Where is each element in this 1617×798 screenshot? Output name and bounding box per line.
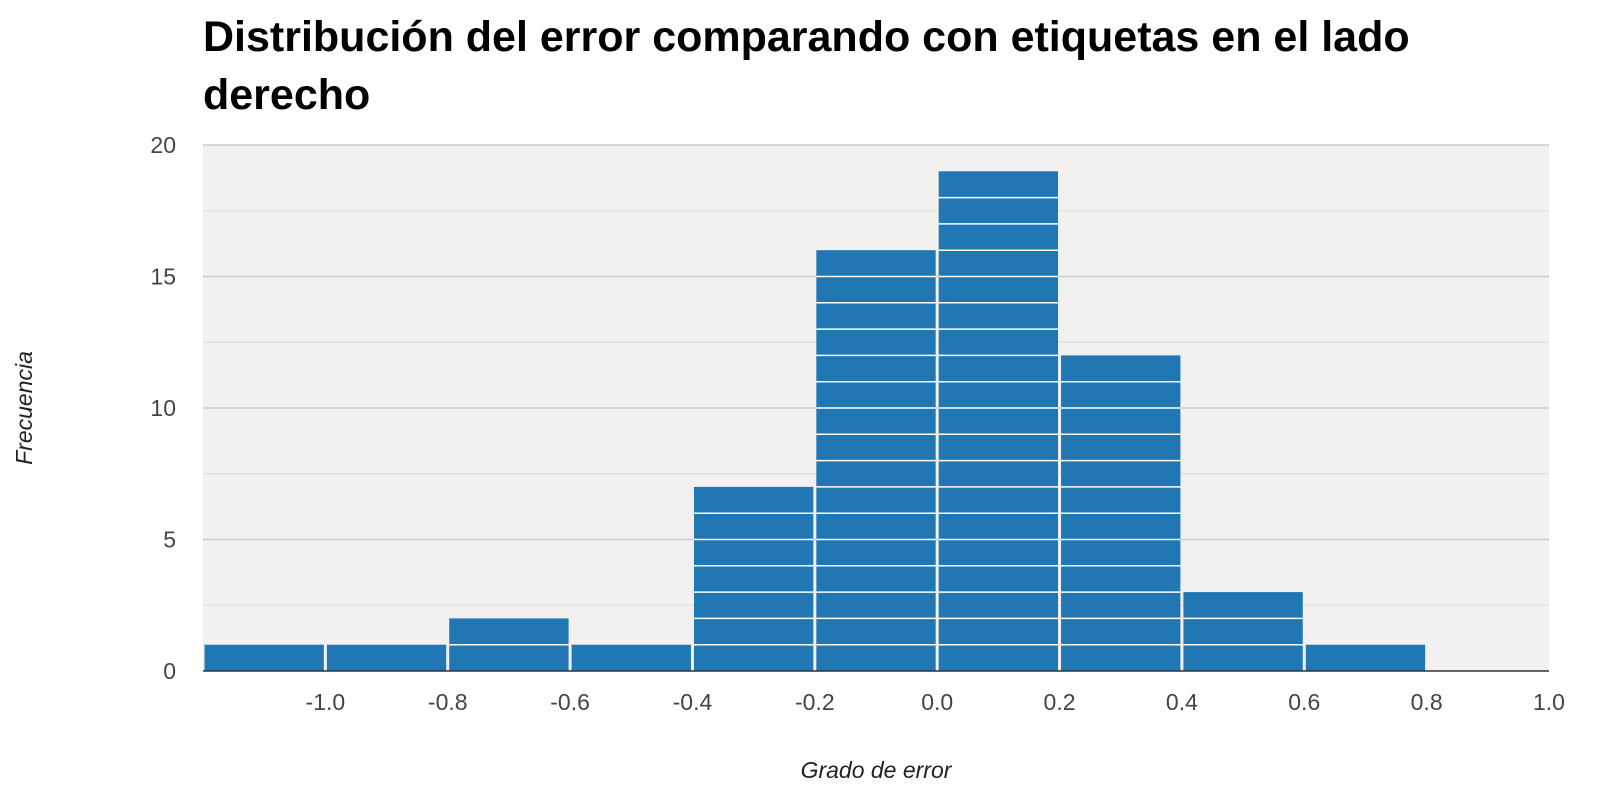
bar-rect: [1305, 644, 1426, 671]
histogram-bar: [1305, 644, 1426, 671]
x-tick-label: 0.4: [1166, 689, 1198, 715]
histogram-bar: [816, 250, 936, 671]
x-tick-label: -0.6: [550, 689, 590, 715]
histogram-bars: [204, 171, 1426, 672]
x-tick-label: 1.0: [1533, 689, 1565, 715]
x-axis-tick-labels: -1.0 -0.8 -0.6 -0.4 -0.2 0.0 0.2 0.4 0.6 0.8 1.0: [306, 689, 1565, 715]
histogram-bar: [326, 644, 447, 671]
histogram-bar: [938, 171, 1059, 672]
histogram-bar: [1183, 592, 1303, 671]
histogram-bar: [449, 618, 569, 671]
bar-rect: [938, 171, 1059, 672]
x-tick-label: -1.0: [306, 689, 346, 715]
y-axis-title: Frecuencia: [11, 351, 37, 465]
bar-rect: [326, 644, 447, 671]
x-tick-label: -0.2: [795, 689, 835, 715]
x-tick-label: 0.8: [1411, 689, 1443, 715]
histogram-bar: [1061, 355, 1181, 671]
x-tick-label: 0.2: [1044, 689, 1076, 715]
x-tick-label: -0.4: [673, 689, 713, 715]
y-tick-label: 10: [150, 395, 176, 421]
bar-rect: [204, 644, 324, 671]
histogram-bar: [204, 644, 324, 671]
x-tick-label: -0.8: [428, 689, 468, 715]
chart-title: Distribución del error comparando con et…: [203, 13, 1410, 119]
bar-rect: [1183, 592, 1303, 671]
bar-rect: [571, 644, 691, 671]
y-axis-tick-labels: 0 5 10 15 20: [150, 132, 176, 684]
bar-rect: [693, 486, 814, 671]
y-tick-label: 20: [150, 132, 176, 158]
histogram-bar: [693, 486, 814, 671]
x-tick-label: 0.0: [921, 689, 953, 715]
x-axis-title: Grado de error: [801, 757, 953, 783]
y-tick-label: 0: [163, 658, 176, 684]
y-tick-label: 15: [150, 264, 176, 290]
y-tick-label: 5: [163, 527, 176, 553]
x-tick-label: 0.6: [1288, 689, 1320, 715]
histogram-bar: [571, 644, 691, 671]
